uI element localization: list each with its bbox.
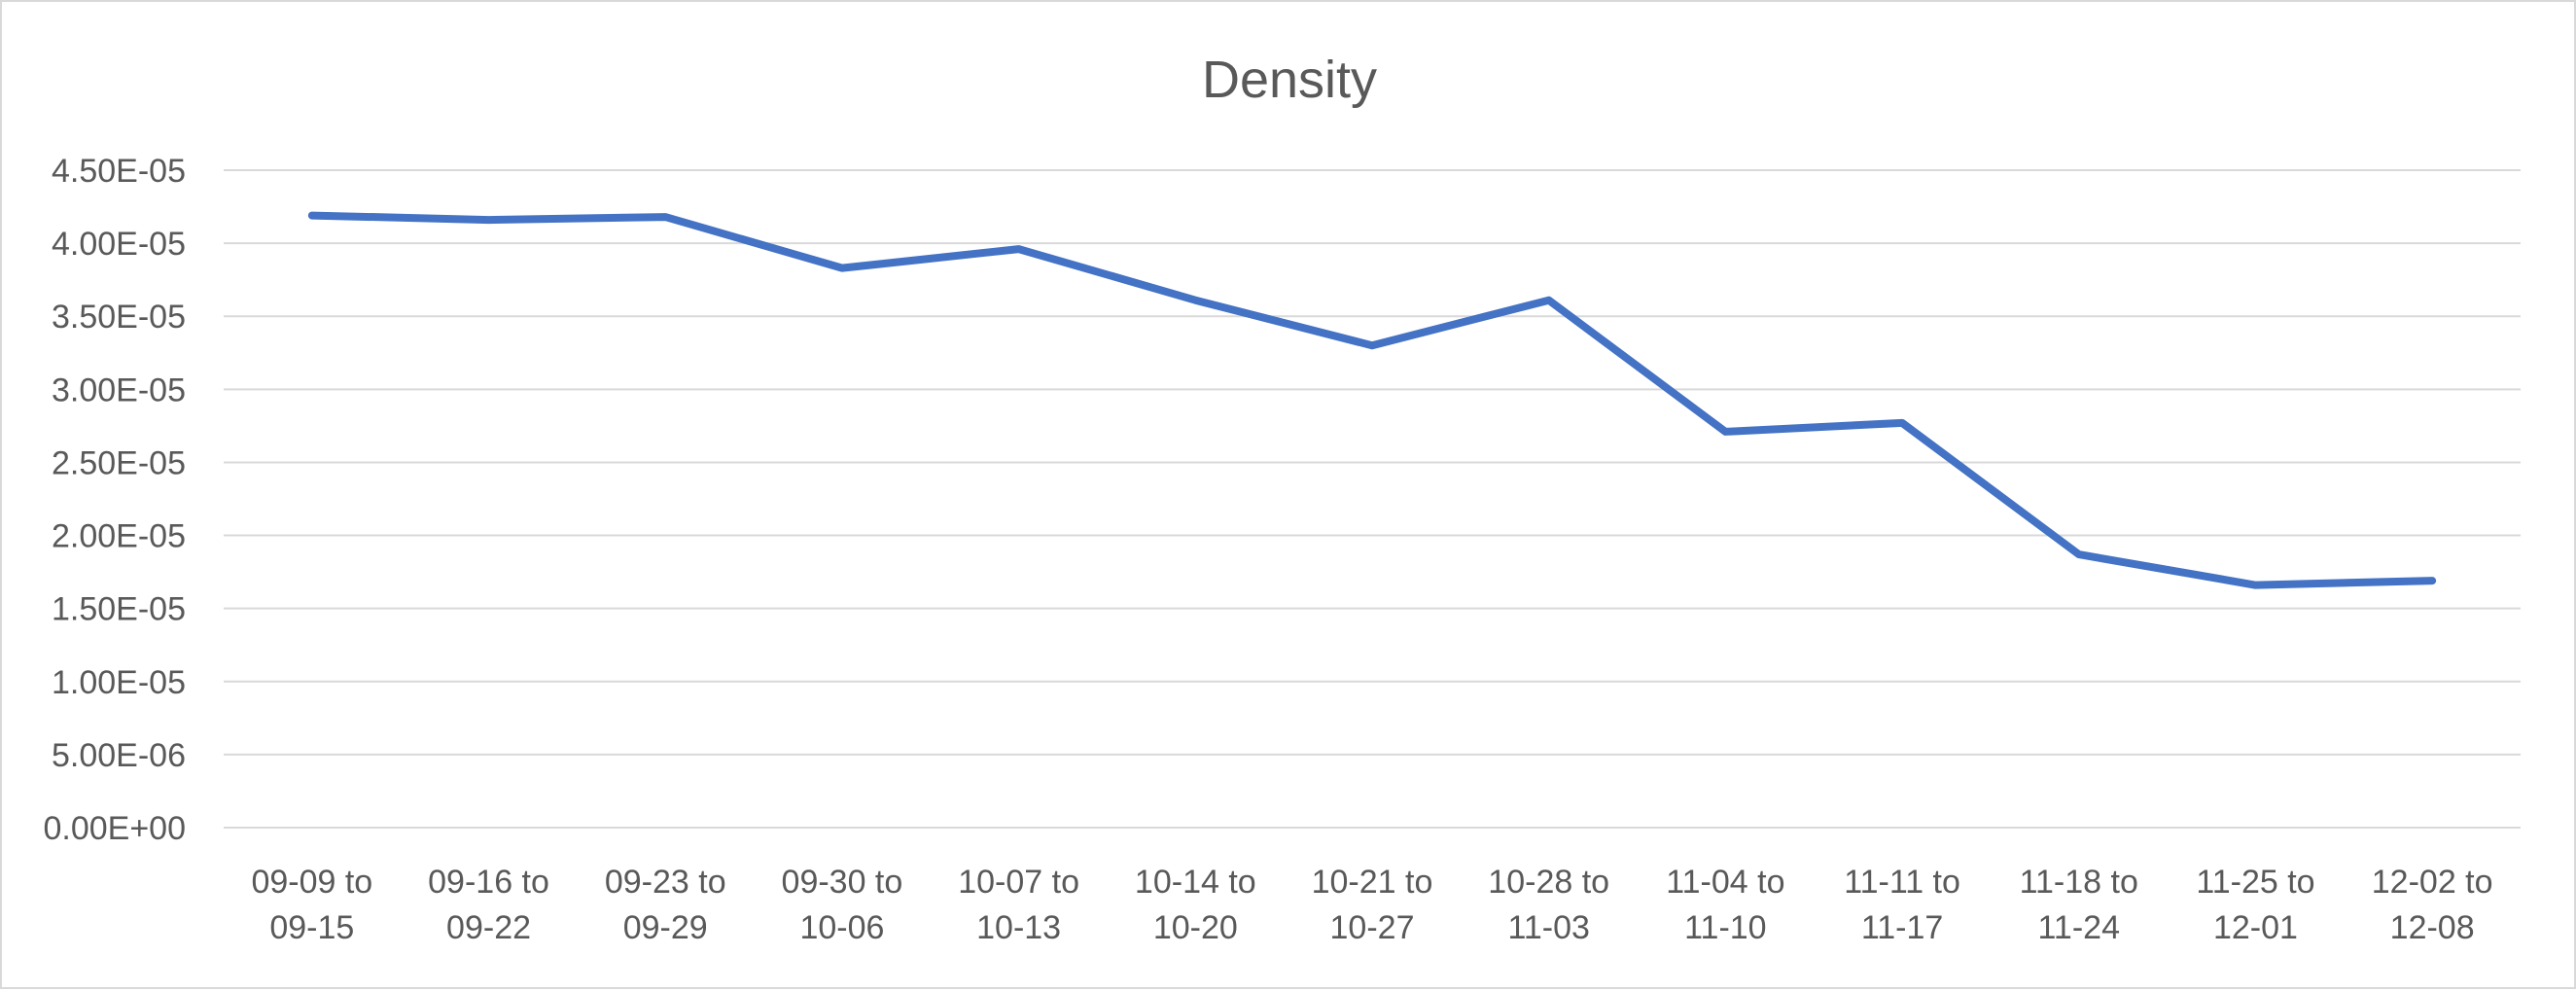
x-tick-label-line: 09-16 to	[428, 864, 549, 901]
x-tick-label: 09-23 to 09-29	[605, 864, 726, 946]
x-tick-label: 10-14 to 10-20	[1135, 864, 1256, 946]
y-axis-tick-labels: 0.00E+00 5.00E-06 1.00E-05 1.50E-05 2.00E-05…	[43, 153, 186, 847]
y-tick-label: 5.00E-06	[52, 737, 186, 774]
x-tick-label: 09-30 to 10-06	[782, 864, 903, 946]
y-tick-label: 1.50E-05	[52, 591, 186, 628]
x-tick-label-line: 11-25 to	[2196, 864, 2314, 901]
x-tick-label-line: 09-15	[269, 909, 354, 946]
x-tick-label-line: 12-01	[2213, 909, 2298, 946]
y-tick-label: 4.50E-05	[52, 153, 186, 190]
y-tick-label: 2.50E-05	[52, 444, 186, 481]
x-tick-label-line: 10-07 to	[958, 864, 1079, 901]
y-tick-label: 1.00E-05	[52, 664, 186, 701]
x-tick-label: 11-18 to 11-24	[2020, 864, 2138, 946]
x-tick-label-line: 10-20	[1153, 909, 1238, 946]
x-tick-label: 09-09 to 09-15	[251, 864, 372, 946]
y-tick-label: 3.50E-05	[52, 299, 186, 336]
x-tick-label-line: 10-14 to	[1135, 864, 1256, 901]
x-tick-label-line: 10-27	[1330, 909, 1415, 946]
x-tick-label: 12-02 to 12-08	[2372, 864, 2493, 946]
x-tick-label-line: 10-21 to	[1312, 864, 1433, 901]
x-tick-label-line: 11-24	[2038, 909, 2120, 946]
series-layer	[307, 211, 2437, 589]
x-tick-label-line: 11-10	[1684, 909, 1766, 946]
x-tick-label-line: 11-17	[1861, 909, 1943, 946]
x-tick-label-line: 11-18 to	[2020, 864, 2138, 901]
y-tick-label: 4.00E-05	[52, 226, 186, 263]
x-tick-label-line: 10-13	[976, 909, 1061, 946]
x-tick-label-line: 11-11 to	[1844, 864, 1960, 901]
chart-title: Density	[1202, 51, 1377, 109]
y-tick-label: 0.00E+00	[43, 810, 186, 847]
x-tick-label: 11-11 to 11-17	[1844, 864, 1960, 946]
x-tick-label: 10-21 to 10-27	[1312, 864, 1433, 946]
series-line	[307, 211, 2437, 589]
x-tick-label-line: 10-06	[799, 909, 884, 946]
x-tick-label-line: 09-09 to	[251, 864, 372, 901]
x-tick-label: 10-28 to 11-03	[1488, 864, 1609, 946]
x-tick-label-line: 09-29	[623, 909, 708, 946]
x-tick-label-line: 09-23 to	[605, 864, 726, 901]
x-tick-label-line: 12-02 to	[2372, 864, 2493, 901]
y-tick-label: 3.00E-05	[52, 372, 186, 408]
x-tick-label-line: 11-03	[1507, 909, 1589, 946]
x-tick-label: 09-16 to 09-22	[428, 864, 549, 946]
x-tick-label: 11-25 to 12-01	[2196, 864, 2314, 946]
x-tick-label-line: 09-30 to	[782, 864, 903, 901]
gridlines	[224, 169, 2521, 829]
x-tick-label-line: 11-04 to	[1666, 864, 1784, 901]
x-tick-label: 10-07 to 10-13	[958, 864, 1079, 946]
x-tick-label-line: 09-22	[446, 909, 531, 946]
x-tick-label-line: 10-28 to	[1488, 864, 1609, 901]
x-tick-label-line: 12-08	[2390, 909, 2475, 946]
y-tick-label: 2.00E-05	[52, 518, 186, 555]
x-tick-label: 11-04 to 11-10	[1666, 864, 1784, 946]
